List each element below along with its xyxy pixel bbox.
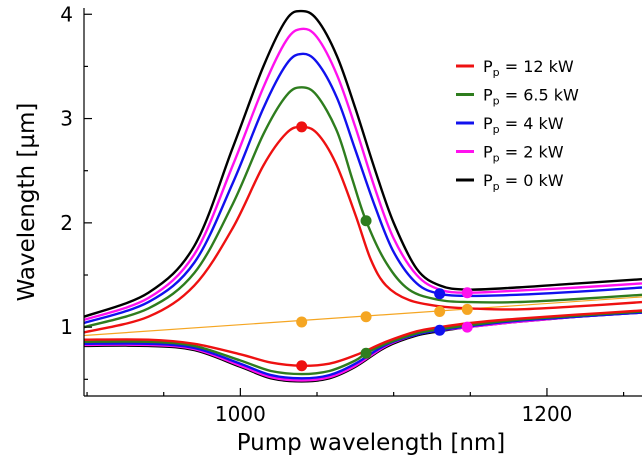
y-tick-label: 3	[60, 107, 73, 131]
series-4-lower-line	[84, 311, 642, 383]
curves-layer	[84, 9, 642, 383]
series-1-marker-1	[360, 347, 372, 359]
y-tick-label: 4	[60, 2, 73, 26]
series-2-upper-line	[84, 52, 642, 325]
series-3-marker-0	[461, 287, 473, 299]
series-3-marker-1	[461, 321, 473, 333]
series-0-marker-0	[296, 121, 308, 133]
series-3-lower-line	[84, 311, 642, 382]
legend: Pp = 12 kW Pp = 6.5 kW Pp = 4 kW Pp = 2 kW P…	[456, 57, 579, 193]
axes-layer: 1 2 3 4 1000 1200	[60, 2, 642, 426]
x-tick-label: 1200	[522, 402, 573, 426]
series-0-marker-1	[296, 360, 308, 372]
series-2-marker-0	[434, 288, 446, 300]
x-axis-label: Pump wavelength [nm]	[237, 430, 506, 456]
series-0-upper-line	[84, 125, 642, 334]
legend-label-2: Pp = 4 kW	[483, 114, 564, 136]
markers-layer	[296, 121, 473, 372]
y-tick-label: 1	[60, 315, 73, 339]
legend-label-0: Pp = 12 kW	[483, 57, 574, 79]
series-1-upper-line	[84, 86, 642, 329]
legend-label-4: Pp = 0 kW	[483, 171, 564, 193]
pump-marker-0	[296, 316, 308, 328]
y-tick-label: 2	[60, 211, 73, 235]
y-axis-label: Wavelength [µm]	[14, 103, 40, 302]
pump-marker-3	[461, 303, 473, 315]
series-1-marker-0	[360, 215, 372, 227]
pump-marker-1	[360, 311, 372, 323]
series-2-lower-line	[84, 311, 642, 380]
series-2-marker-1	[434, 324, 446, 336]
series-0-lower-line	[84, 309, 642, 368]
legend-label-3: Pp = 2 kW	[483, 143, 564, 165]
x-tick-label: 1000	[215, 402, 266, 426]
pump-marker-2	[434, 306, 446, 318]
legend-label-1: Pp = 6.5 kW	[483, 86, 579, 108]
series-1-lower-line	[84, 310, 642, 376]
